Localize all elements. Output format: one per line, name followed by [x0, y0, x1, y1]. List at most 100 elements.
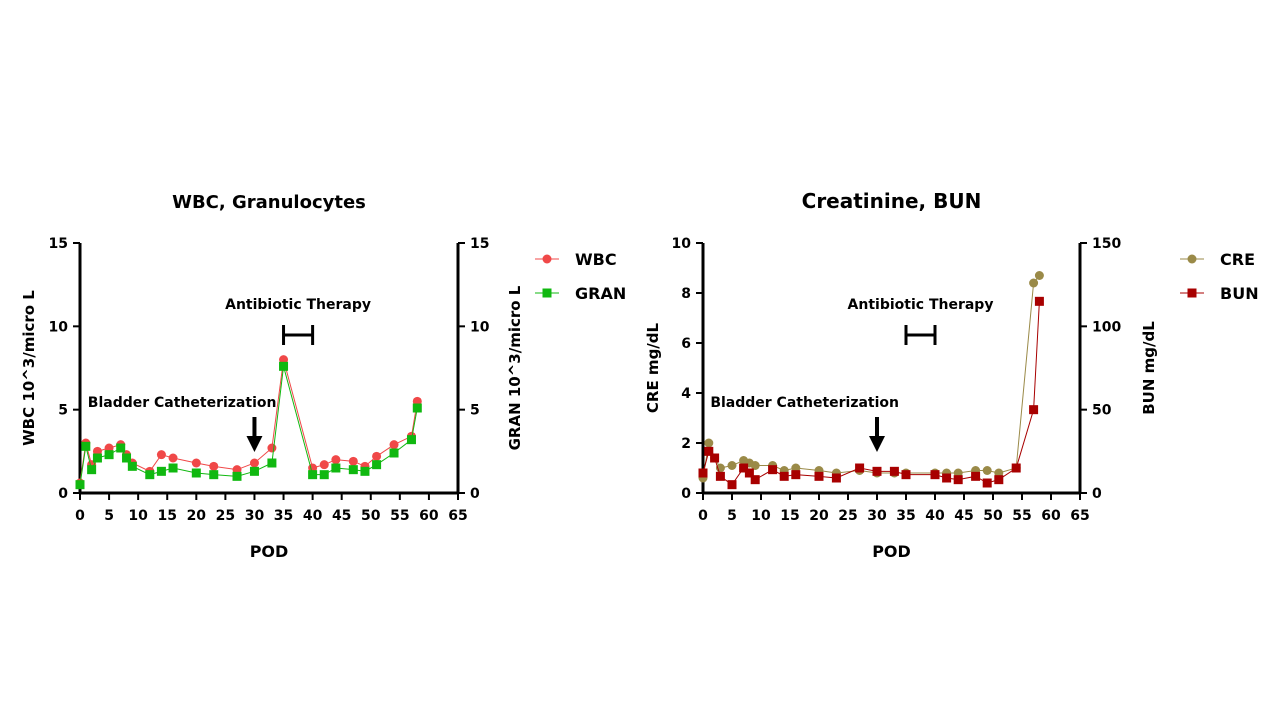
data-point-gran [156, 466, 166, 476]
y2-tick-label: 50 [1092, 403, 1112, 419]
data-point-gran [145, 470, 155, 480]
data-point-gran [412, 403, 422, 413]
data-point-gran [406, 435, 416, 445]
data-point-bun [704, 446, 714, 456]
x-tick-label: 65 [1070, 508, 1089, 524]
data-point-gran [372, 460, 382, 470]
data-point-bun [930, 470, 940, 480]
data-point-cre [704, 438, 714, 448]
data-point-bun [715, 471, 725, 481]
x-tick-label: 40 [303, 508, 323, 524]
data-point-bun [744, 468, 754, 478]
data-point-gran [116, 443, 126, 453]
x-tick-label: 5 [104, 508, 114, 524]
data-point-gran [267, 458, 277, 468]
data-point-bun [1034, 296, 1044, 306]
x-tick-label: 20 [187, 508, 207, 524]
data-point-gran [331, 463, 341, 473]
y-axis-label: CRE mg/dL [644, 322, 662, 413]
y-tick-label: 8 [681, 286, 691, 302]
annotation-label: Antibiotic Therapy [225, 297, 371, 313]
data-point-wbc [372, 451, 382, 461]
y-tick-label: 10 [49, 319, 69, 335]
data-point-gran [75, 480, 85, 490]
legend-marker [1187, 288, 1197, 298]
data-point-bun [750, 475, 760, 485]
annotation-label: Bladder Catheterization [88, 395, 277, 411]
chart-title: WBC, Granulocytes [172, 192, 366, 213]
legend-marker [542, 288, 552, 298]
data-point-bun [994, 475, 1004, 485]
x-tick-label: 35 [274, 508, 293, 524]
data-point-gran [191, 468, 201, 478]
data-point-wbc [267, 443, 277, 453]
data-point-gran [104, 450, 114, 460]
y-tick-label: 6 [681, 336, 691, 352]
y2-tick-label: 150 [1092, 236, 1121, 252]
data-point-gran [279, 361, 289, 371]
data-point-bun [814, 471, 824, 481]
data-point-wbc [348, 456, 358, 466]
data-point-bun [831, 473, 841, 483]
data-point-wbc [331, 455, 341, 465]
x-tick-label: 10 [751, 508, 771, 524]
x-tick-label: 55 [390, 508, 409, 524]
down-arrow-icon [246, 436, 263, 452]
legend-marker [1187, 254, 1197, 264]
data-point-wbc [191, 458, 201, 468]
down-arrow-icon [869, 436, 885, 452]
annotation-label: Bladder Catheterization [710, 395, 899, 411]
data-point-gran [308, 470, 318, 480]
data-point-bun [982, 478, 992, 488]
x-tick-label: 65 [448, 508, 467, 524]
data-point-bun [953, 475, 963, 485]
x-tick-label: 30 [867, 508, 887, 524]
legend-label: CRE [1220, 250, 1255, 269]
x-tick-label: 45 [332, 508, 351, 524]
legend-label: WBC [575, 250, 617, 269]
x-tick-label: 55 [1012, 508, 1031, 524]
data-point-cre [727, 461, 737, 470]
data-point-gran [209, 470, 219, 480]
y2-tick-label: 100 [1092, 319, 1121, 335]
x-tick-label: 40 [925, 508, 945, 524]
data-point-gran [92, 453, 102, 463]
data-point-bun [901, 470, 911, 480]
x-tick-label: 30 [245, 508, 265, 524]
y2-tick-label: 15 [470, 236, 489, 252]
data-point-bun [698, 468, 708, 478]
data-point-cre [1029, 278, 1039, 288]
data-point-gran [81, 441, 91, 451]
data-point-gran [232, 471, 242, 481]
data-point-wbc [209, 461, 219, 471]
chart-title: Creatinine, BUN [802, 189, 982, 213]
x-tick-label: 25 [838, 508, 857, 524]
y-axis-label: WBC 10^3/micro L [20, 290, 38, 446]
data-point-wbc [156, 450, 166, 460]
x-tick-label: 10 [128, 508, 148, 524]
y-tick-label: 2 [681, 436, 691, 452]
data-point-bun [727, 480, 737, 490]
x-tick-label: 25 [216, 508, 235, 524]
data-point-gran [122, 453, 132, 463]
legend-marker [542, 254, 552, 264]
series-line-bun [702, 301, 1040, 486]
y2-axis-label: GRAN 10^3/micro L [506, 285, 524, 450]
data-point-wbc [319, 460, 329, 470]
data-point-wbc [389, 440, 399, 450]
x-tick-label: 50 [983, 508, 1003, 524]
y2-tick-label: 0 [1092, 486, 1102, 502]
y2-tick-label: 10 [470, 319, 490, 335]
data-point-gran [87, 465, 97, 475]
x-tick-label: 60 [1041, 508, 1061, 524]
data-point-bun [971, 471, 981, 481]
y-tick-label: 15 [49, 236, 68, 252]
legend-label: GRAN [575, 284, 626, 303]
data-point-bun [942, 473, 952, 483]
data-point-gran [249, 466, 259, 476]
data-point-bun [768, 465, 778, 475]
data-point-wbc [249, 458, 259, 468]
data-point-gran [389, 448, 399, 458]
